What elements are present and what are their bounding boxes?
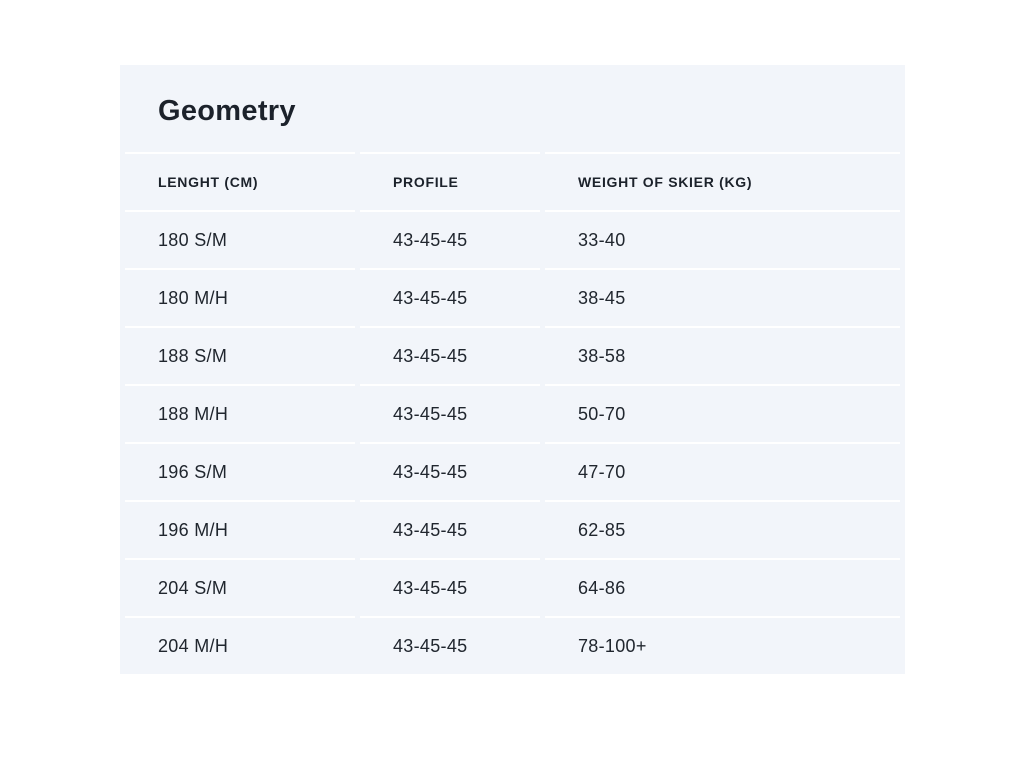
table-row: 204 M/H 43-45-45 78-100+ — [125, 616, 900, 674]
table-header-row: LENGHT (CM) PROFILE WEIGHT OF SKIER (KG) — [125, 152, 900, 210]
geometry-spec-card: Geometry LENGHT (CM) PROFILE WEIGHT OF S… — [120, 65, 905, 674]
table-cell: 43-45-45 — [360, 442, 540, 500]
table-cell: 43-45-45 — [360, 500, 540, 558]
table-cell: 188 S/M — [125, 326, 355, 384]
table-row: 180 S/M 43-45-45 33-40 — [125, 210, 900, 268]
table-body: 180 S/M 43-45-45 33-40 180 M/H 43-45-45 38-45… — [125, 210, 900, 674]
table-cell: 204 M/H — [125, 616, 355, 674]
table-cell: 43-45-45 — [360, 558, 540, 616]
table-cell: 196 M/H — [125, 500, 355, 558]
table-row: 196 M/H 43-45-45 62-85 — [125, 500, 900, 558]
table-cell: 204 S/M — [125, 558, 355, 616]
table-row: 188 M/H 43-45-45 50-70 — [125, 384, 900, 442]
table-cell: 43-45-45 — [360, 210, 540, 268]
table-cell: 43-45-45 — [360, 268, 540, 326]
table-cell: 180 M/H — [125, 268, 355, 326]
table-row: 188 S/M 43-45-45 38-58 — [125, 326, 900, 384]
table-cell: 47-70 — [545, 442, 900, 500]
table-cell: 78-100+ — [545, 616, 900, 674]
geometry-title: Geometry — [158, 95, 296, 127]
table-cell: 43-45-45 — [360, 616, 540, 674]
table-cell: 38-45 — [545, 268, 900, 326]
column-header-length: LENGHT (CM) — [125, 152, 355, 210]
table-cell: 38-58 — [545, 326, 900, 384]
table-row: 196 S/M 43-45-45 47-70 — [125, 442, 900, 500]
table-row: 204 S/M 43-45-45 64-86 — [125, 558, 900, 616]
table-cell: 62-85 — [545, 500, 900, 558]
table-row: 180 M/H 43-45-45 38-45 — [125, 268, 900, 326]
table-cell: 188 M/H — [125, 384, 355, 442]
table-cell: 43-45-45 — [360, 326, 540, 384]
table-cell: 64-86 — [545, 558, 900, 616]
column-header-profile: PROFILE — [360, 152, 540, 210]
geometry-table: LENGHT (CM) PROFILE WEIGHT OF SKIER (KG)… — [120, 152, 905, 674]
column-header-weight: WEIGHT OF SKIER (KG) — [545, 152, 900, 210]
table-cell: 43-45-45 — [360, 384, 540, 442]
table-cell: 196 S/M — [125, 442, 355, 500]
table-cell: 180 S/M — [125, 210, 355, 268]
table-cell: 33-40 — [545, 210, 900, 268]
table-cell: 50-70 — [545, 384, 900, 442]
